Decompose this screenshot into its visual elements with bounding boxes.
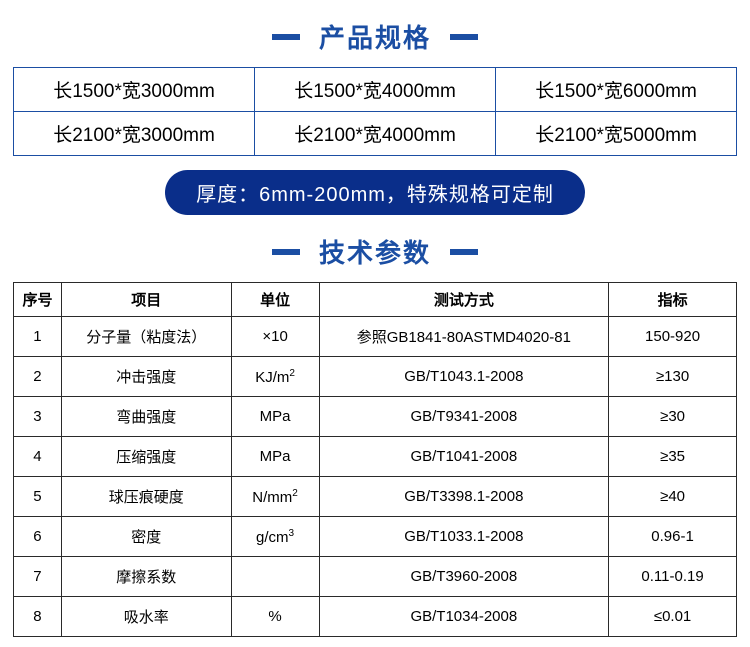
unit-base: N/mm (252, 489, 292, 506)
unit-base: MPa (260, 408, 291, 425)
param-cell: 2 (14, 357, 62, 397)
param-cell: ≥40 (609, 477, 737, 517)
param-cell: 3 (14, 397, 62, 437)
param-cell: 冲击强度 (61, 357, 231, 397)
param-cell: MPa (231, 437, 319, 477)
param-row: 3弯曲强度 MPa GB/T9341-2008≥30 (14, 397, 737, 437)
param-cell: 7 (14, 557, 62, 597)
spec-cell: 长2100*宽5000mm (496, 112, 737, 156)
param-table: 序号 项目 单位 测试方式 指标 1分子量（粘度法） ×10 参照GB1841-80… (13, 282, 737, 637)
param-row: 1分子量（粘度法） ×10 参照GB1841-80ASTMD4020-81150-9… (14, 317, 737, 357)
param-cell: GB/T3960-2008 (319, 557, 609, 597)
param-header-row: 序号 项目 单位 测试方式 指标 (14, 283, 737, 317)
param-cell: GB/T1041-2008 (319, 437, 609, 477)
param-cell: g/cm3 (231, 517, 319, 557)
param-cell: N/mm2 (231, 477, 319, 517)
param-cell: ≥35 (609, 437, 737, 477)
param-row: 4压缩强度 MPa GB/T1041-2008≥35 (14, 437, 737, 477)
spec-cell: 长1500*宽3000mm (14, 68, 255, 112)
spec-cell: 长1500*宽6000mm (496, 68, 737, 112)
param-cell (231, 557, 319, 597)
param-cell: 150-920 (609, 317, 737, 357)
param-cell: GB/T1034-2008 (319, 597, 609, 637)
spec-row: 长1500*宽3000mm长1500*宽4000mm长1500*宽6000mm (14, 68, 737, 112)
param-cell: 0.96-1 (609, 517, 737, 557)
param-cell: GB/T9341-2008 (319, 397, 609, 437)
unit-base: % (268, 608, 281, 625)
col-unit: 单位 (231, 283, 319, 317)
param-cell: 0.11-0.19 (609, 557, 737, 597)
param-row: 5球压痕硬度N/mm2GB/T3398.1-2008≥40 (14, 477, 737, 517)
param-cell: ×10 (231, 317, 319, 357)
thickness-pill: 厚度：6mm-200mm，特殊规格可定制 (165, 170, 585, 215)
param-cell: 6 (14, 517, 62, 557)
col-test: 测试方式 (319, 283, 609, 317)
param-title-text: 技术参数 (319, 238, 431, 268)
spec-title-text: 产品规格 (319, 23, 431, 53)
param-row: 6密度g/cm3GB/T1033.1-20080.96-1 (14, 517, 737, 557)
param-row: 2冲击强度KJ/m2GB/T1043.1-2008≥130 (14, 357, 737, 397)
param-section-title: 技术参数 (10, 233, 740, 270)
param-cell: 8 (14, 597, 62, 637)
param-cell: MPa (231, 397, 319, 437)
unit-sup: 2 (289, 368, 295, 379)
param-cell: 吸水率 (61, 597, 231, 637)
unit-base: KJ/m (255, 369, 289, 386)
param-cell: % (231, 597, 319, 637)
col-val: 指标 (609, 283, 737, 317)
dash-icon (450, 34, 478, 40)
param-cell: 分子量（粘度法） (61, 317, 231, 357)
dash-icon (272, 249, 300, 255)
param-cell: GB/T1033.1-2008 (319, 517, 609, 557)
param-cell: 球压痕硬度 (61, 477, 231, 517)
param-cell: 参照GB1841-80ASTMD4020-81 (319, 317, 609, 357)
param-cell: ≤0.01 (609, 597, 737, 637)
param-row: 7摩擦系数 GB/T3960-20080.11-0.19 (14, 557, 737, 597)
param-row: 8吸水率% GB/T1034-2008≤0.01 (14, 597, 737, 637)
unit-sup: 3 (289, 528, 295, 539)
param-cell: 压缩强度 (61, 437, 231, 477)
spec-cell: 长1500*宽4000mm (255, 68, 496, 112)
dash-icon (272, 34, 300, 40)
param-cell: ≥30 (609, 397, 737, 437)
unit-sup: 2 (292, 488, 298, 499)
spec-row: 长2100*宽3000mm长2100*宽4000mm长2100*宽5000mm (14, 112, 737, 156)
dash-icon (450, 249, 478, 255)
spec-section-title: 产品规格 (10, 18, 740, 55)
param-cell: 5 (14, 477, 62, 517)
param-cell: 4 (14, 437, 62, 477)
spec-cell: 长2100*宽3000mm (14, 112, 255, 156)
col-no: 序号 (14, 283, 62, 317)
spec-cell: 长2100*宽4000mm (255, 112, 496, 156)
param-cell: GB/T3398.1-2008 (319, 477, 609, 517)
param-cell: 密度 (61, 517, 231, 557)
param-cell: ≥130 (609, 357, 737, 397)
unit-base: g/cm (256, 529, 289, 546)
unit-base: ×10 (262, 328, 287, 345)
param-cell: GB/T1043.1-2008 (319, 357, 609, 397)
unit-base: MPa (260, 448, 291, 465)
param-cell: 1 (14, 317, 62, 357)
param-cell: 摩擦系数 (61, 557, 231, 597)
spec-table: 长1500*宽3000mm长1500*宽4000mm长1500*宽6000mm长… (13, 67, 737, 156)
param-cell: 弯曲强度 (61, 397, 231, 437)
col-item: 项目 (61, 283, 231, 317)
param-cell: KJ/m2 (231, 357, 319, 397)
